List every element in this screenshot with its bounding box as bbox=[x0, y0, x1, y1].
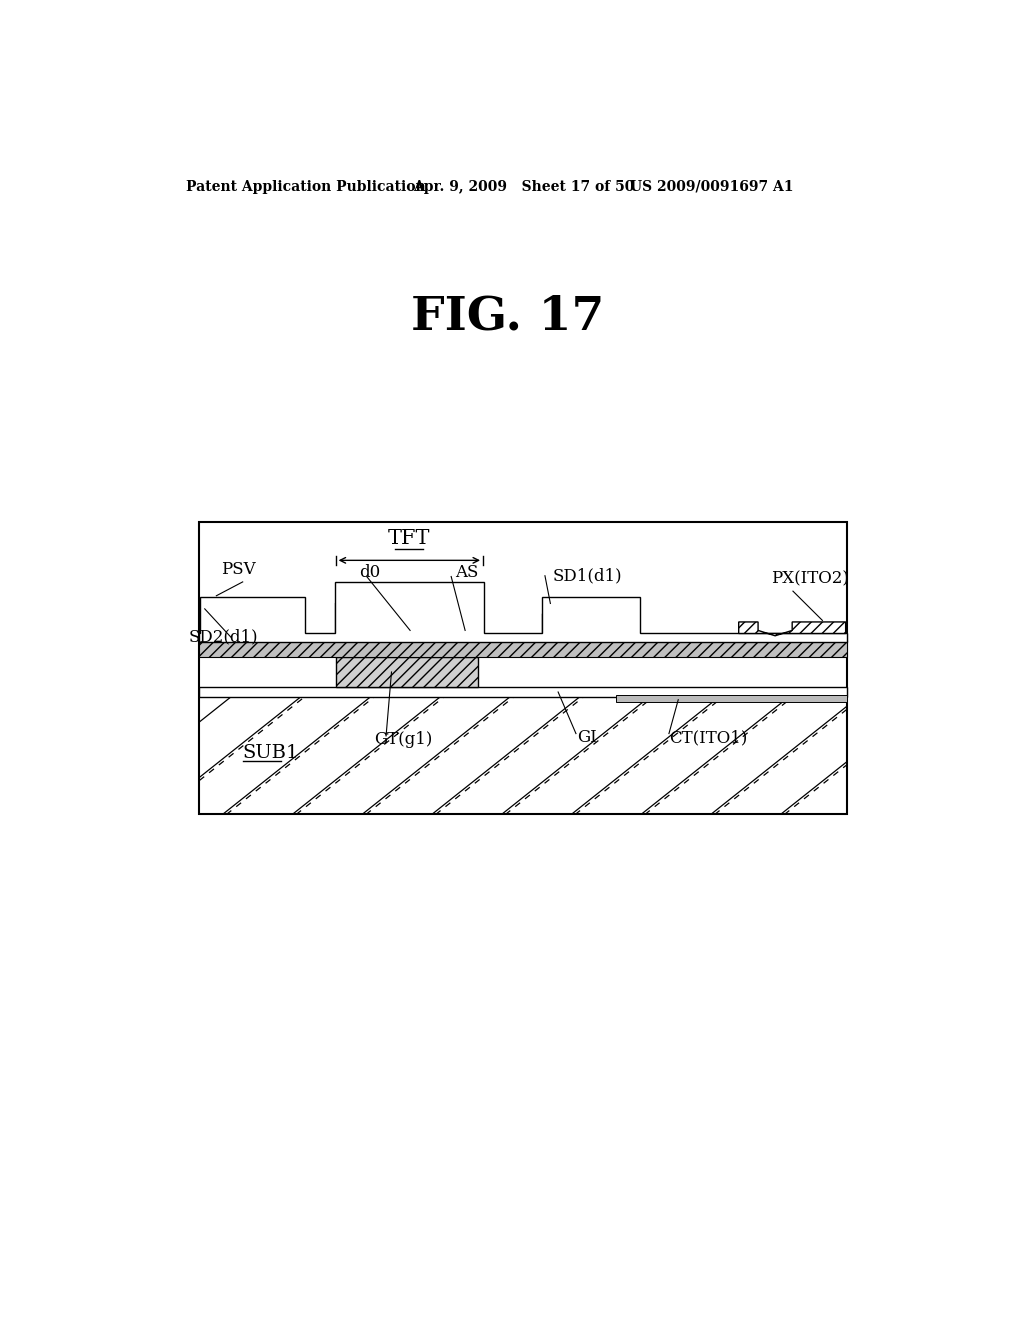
Bar bbox=[200, 642, 847, 657]
Bar bbox=[376, 619, 444, 642]
Text: d0: d0 bbox=[359, 564, 380, 581]
Bar bbox=[616, 696, 847, 702]
Bar bbox=[336, 657, 478, 686]
Text: PSV: PSV bbox=[221, 561, 256, 578]
Polygon shape bbox=[543, 605, 640, 642]
Polygon shape bbox=[200, 582, 847, 642]
Polygon shape bbox=[203, 607, 303, 642]
Text: Patent Application Publication: Patent Application Publication bbox=[186, 180, 426, 194]
Bar bbox=[200, 521, 847, 814]
Text: CT(ITO1): CT(ITO1) bbox=[669, 729, 748, 746]
Text: US 2009/0091697 A1: US 2009/0091697 A1 bbox=[630, 180, 794, 194]
Text: GI: GI bbox=[578, 729, 597, 746]
Text: GT(g1): GT(g1) bbox=[375, 731, 433, 748]
Text: FIG. 17: FIG. 17 bbox=[411, 293, 604, 339]
Bar bbox=[200, 686, 847, 697]
Text: SD2(d1): SD2(d1) bbox=[188, 628, 258, 645]
Text: SUB1: SUB1 bbox=[243, 744, 299, 762]
Polygon shape bbox=[544, 607, 638, 642]
Text: Apr. 9, 2009   Sheet 17 of 50: Apr. 9, 2009 Sheet 17 of 50 bbox=[414, 180, 635, 194]
Text: TFT: TFT bbox=[388, 529, 430, 548]
Polygon shape bbox=[336, 590, 483, 642]
Text: PX(ITO2): PX(ITO2) bbox=[771, 570, 849, 587]
Polygon shape bbox=[201, 605, 305, 642]
Text: AS: AS bbox=[455, 564, 478, 581]
Bar bbox=[342, 619, 477, 642]
Polygon shape bbox=[738, 622, 846, 636]
Text: SD1(d1): SD1(d1) bbox=[553, 568, 623, 585]
